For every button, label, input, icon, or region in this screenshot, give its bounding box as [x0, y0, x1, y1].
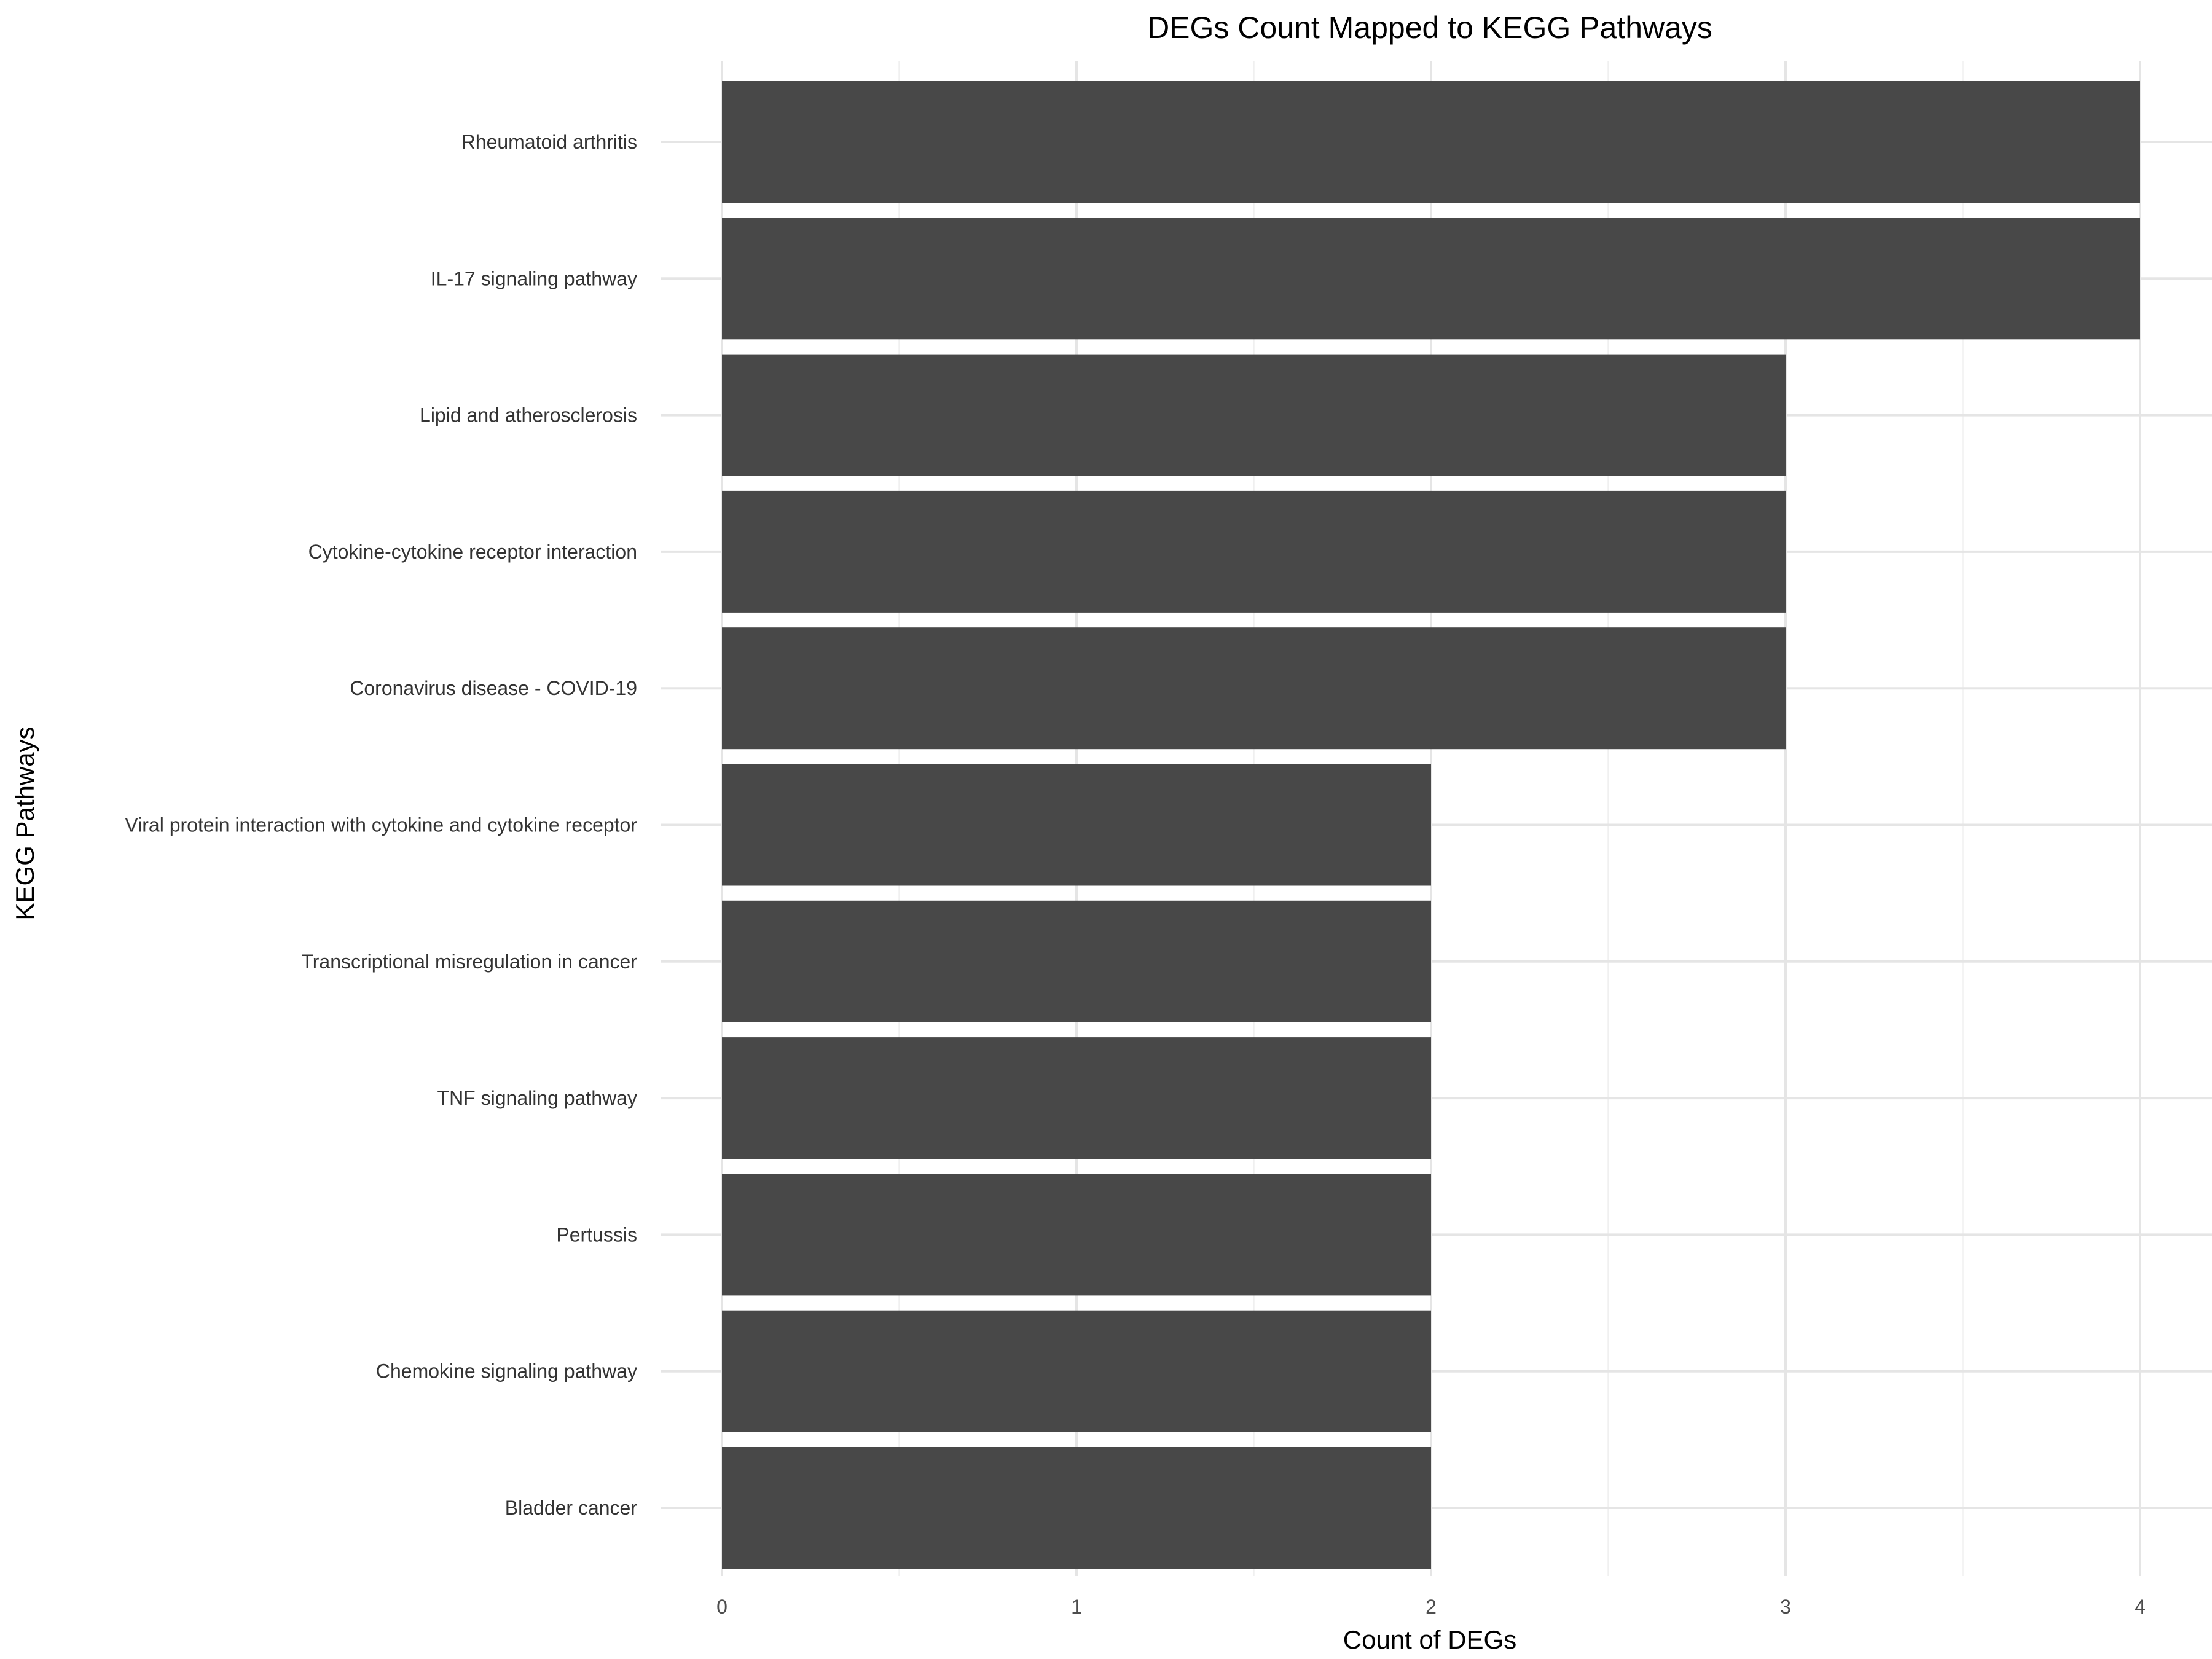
bar	[722, 1447, 1431, 1569]
x-tick-label: 3	[1780, 1596, 1791, 1618]
bar	[722, 218, 2140, 340]
bar	[722, 1174, 1431, 1296]
x-tick-label: 0	[716, 1596, 728, 1618]
bars	[722, 81, 2140, 1569]
x-tick-label: 2	[1426, 1596, 1437, 1618]
y-tick-label: Chemokine signaling pathway	[376, 1360, 637, 1382]
y-tick-label: Transcriptional misregulation in cancer	[301, 951, 637, 973]
x-tick-label: 1	[1071, 1596, 1082, 1618]
bar	[722, 627, 1786, 750]
chart-title: DEGs Count Mapped to KEGG Pathways	[1147, 10, 1712, 45]
y-tick-label: Rheumatoid arthritis	[461, 131, 637, 153]
y-tick-label: Pertussis	[556, 1223, 637, 1245]
bar	[722, 81, 2140, 203]
y-axis-title: KEGG Pathways	[10, 726, 39, 920]
x-axis-title: Count of DEGs	[1343, 1625, 1516, 1654]
bar	[722, 490, 1786, 613]
x-axis-labels: 0 1 2 3 4	[716, 1596, 2146, 1618]
y-axis-labels: Rheumatoid arthritis IL-17 signaling path…	[125, 131, 637, 1519]
x-tick-label: 4	[2135, 1596, 2146, 1618]
y-tick-label: Coronavirus disease - COVID-19	[350, 677, 637, 699]
bar	[722, 354, 1786, 476]
y-tick-label: Lipid and atherosclerosis	[420, 404, 637, 426]
bar	[722, 764, 1431, 886]
y-tick-label: Viral protein interaction with cytokine …	[125, 814, 637, 836]
y-tick-label: Bladder cancer	[505, 1497, 638, 1519]
y-tick-label: TNF signaling pathway	[437, 1087, 637, 1109]
y-tick-label: Cytokine-cytokine receptor interaction	[308, 541, 637, 563]
bar	[722, 1310, 1431, 1432]
bar	[722, 900, 1431, 1022]
bar	[722, 1037, 1431, 1159]
y-tick-label: IL-17 signaling pathway	[431, 267, 637, 289]
